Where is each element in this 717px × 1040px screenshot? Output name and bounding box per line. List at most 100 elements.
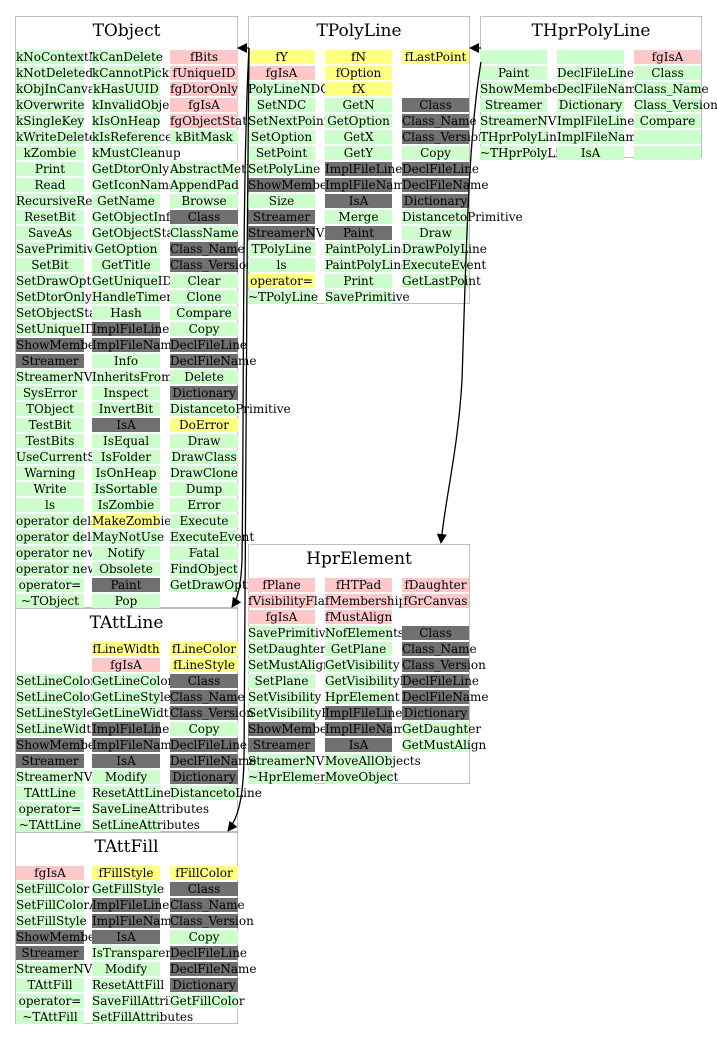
member-geticonname: GetIconName bbox=[92, 178, 177, 192]
member-operator-: operator= bbox=[248, 274, 315, 288]
member-obsolete: Obsolete bbox=[92, 562, 160, 576]
member-saveprimitive: SavePrimitive bbox=[248, 626, 333, 640]
member-fmemberships: fMemberships bbox=[325, 594, 413, 608]
member-kobjincanvas: kObjInCanvas bbox=[16, 82, 102, 96]
member-streamer: Streamer bbox=[480, 98, 547, 112]
member-fvisibilityflag: fVisibilityFlag bbox=[248, 594, 333, 608]
member-paint: Paint bbox=[480, 66, 547, 80]
member-getx: GetX bbox=[325, 130, 392, 144]
member-browse: Browse bbox=[170, 194, 238, 208]
member-dictionary: Dictionary bbox=[170, 770, 238, 784]
member-getvisibility: GetVisibility bbox=[325, 658, 400, 672]
member-class-name: Class_Name bbox=[402, 114, 477, 128]
member-dictionary: Dictionary bbox=[170, 978, 238, 992]
member-class: Class bbox=[170, 210, 238, 224]
member-getoption: GetOption bbox=[325, 114, 392, 128]
member-paint: Paint bbox=[92, 578, 160, 592]
member-class-name: Class_Name bbox=[170, 242, 245, 256]
member-isa: IsA bbox=[325, 738, 392, 752]
member-kmustcleanup: kMustCleanup bbox=[92, 146, 181, 160]
member-getobjectstat: GetObjectStat bbox=[92, 226, 179, 240]
member-declfileline: DeclFileLine bbox=[170, 946, 248, 960]
class-tattfill: TAttFill bbox=[15, 832, 238, 1024]
member-print: Print bbox=[16, 162, 84, 176]
member--tattfill: ~TAttFill bbox=[16, 1010, 84, 1024]
member-declfilename: DeclFileName bbox=[402, 690, 489, 704]
member-setoption: SetOption bbox=[248, 130, 315, 144]
member-ffillstyle: fFillStyle bbox=[92, 866, 160, 880]
member-empty bbox=[480, 50, 547, 64]
member-saveprimitive: SavePrimitive bbox=[325, 290, 410, 304]
member-setvisibility: SetVisibility bbox=[248, 690, 322, 704]
member-implfilename: ImplFileName bbox=[92, 914, 179, 928]
member-read: Read bbox=[16, 178, 84, 192]
member-ffillcolor: fFillColor bbox=[170, 866, 238, 880]
member-getlinewidth: GetLineWidth bbox=[92, 706, 177, 720]
member-tattfill: TAttFill bbox=[16, 978, 84, 992]
member-draw: Draw bbox=[170, 434, 238, 448]
member-dump: Dump bbox=[170, 482, 238, 496]
member-isa: IsA bbox=[557, 146, 624, 160]
member-operator-: operator= bbox=[16, 578, 84, 592]
class-title: TAttLine bbox=[89, 613, 164, 633]
member-copy: Copy bbox=[402, 146, 469, 160]
member-paintpolyline: PaintPolyLine bbox=[325, 242, 409, 256]
member-print: Print bbox=[325, 274, 392, 288]
member-setlinestyle: SetLineStyle bbox=[16, 706, 94, 720]
member-isfolder: IsFolder bbox=[92, 450, 160, 464]
member-getlastpoint: GetLastPoint bbox=[402, 274, 481, 288]
member-class-version: Class_Version bbox=[170, 706, 254, 720]
member-notify: Notify bbox=[92, 546, 160, 560]
member-size: Size bbox=[248, 194, 315, 208]
member--tattline: ~TAttLine bbox=[16, 818, 84, 832]
member-fdaughter: fDaughter bbox=[402, 578, 469, 592]
member-drawclass: DrawClass bbox=[170, 450, 238, 464]
member-compare: Compare bbox=[170, 306, 238, 320]
member-clear: Clear bbox=[170, 274, 238, 288]
member-declfilename: DeclFileName bbox=[170, 354, 257, 368]
member-info: Info bbox=[92, 354, 160, 368]
member-setdaughter: SetDaughter bbox=[248, 642, 326, 656]
member--tpolyline: ~TPolyLine bbox=[248, 290, 319, 304]
member-compare: Compare bbox=[634, 114, 701, 128]
member-declfilename: DeclFileName bbox=[402, 178, 489, 192]
member-fx: fX bbox=[325, 82, 392, 96]
member-setplane: SetPlane bbox=[248, 674, 315, 688]
class-title: TObject bbox=[92, 21, 161, 41]
member-saveprimitive: SavePrimitive bbox=[16, 242, 101, 256]
member-appendpad: AppendPad bbox=[170, 178, 239, 192]
member-fgisa: fgIsA bbox=[92, 658, 160, 672]
member-class-version: Class_Version bbox=[170, 914, 254, 928]
member-getn: GetN bbox=[325, 98, 392, 112]
member-kcannotpick: kCannotPick bbox=[92, 66, 170, 80]
member-streamer: Streamer bbox=[248, 210, 315, 224]
member-findobject: FindObject bbox=[170, 562, 238, 576]
member-getdtoronly: GetDtorOnly bbox=[92, 162, 170, 176]
member-class-name: Class_Name bbox=[170, 898, 245, 912]
member-class-name: Class_Name bbox=[634, 82, 709, 96]
member-delete: Delete bbox=[170, 370, 238, 384]
member-operator-: operator= bbox=[16, 994, 84, 1008]
member-setlinecolor: SetLineColor bbox=[16, 674, 96, 688]
member-istransparent: IsTransparent bbox=[92, 946, 178, 960]
member-koverwrite: kOverwrite bbox=[16, 98, 85, 112]
member-dictionary: Dictionary bbox=[170, 386, 238, 400]
member-setdtoronly: SetDtorOnly bbox=[16, 290, 92, 304]
edge-tpolyline-to-tattline bbox=[231, 47, 250, 608]
member-resetattline: ResetAttLine bbox=[92, 786, 171, 800]
member-kzombie: kZombie bbox=[16, 146, 84, 160]
member-implfilename: ImplFileName bbox=[557, 130, 644, 144]
member-isequal: IsEqual bbox=[92, 434, 160, 448]
member-hprelement: HprElement bbox=[325, 690, 400, 704]
member-operator-new: operator new bbox=[16, 546, 98, 560]
member-kcandelete: kCanDelete bbox=[92, 50, 163, 64]
member-saveas: SaveAs bbox=[16, 226, 84, 240]
member-fgisa: fgIsA bbox=[248, 610, 315, 624]
member-ksinglekey: kSingleKey bbox=[16, 114, 85, 128]
member-fgdtoronly: fgDtorOnly bbox=[170, 82, 238, 96]
member-empty bbox=[557, 50, 624, 64]
member-getplane: GetPlane bbox=[325, 642, 392, 656]
member-empty bbox=[634, 130, 701, 144]
member-class: Class bbox=[402, 98, 469, 112]
